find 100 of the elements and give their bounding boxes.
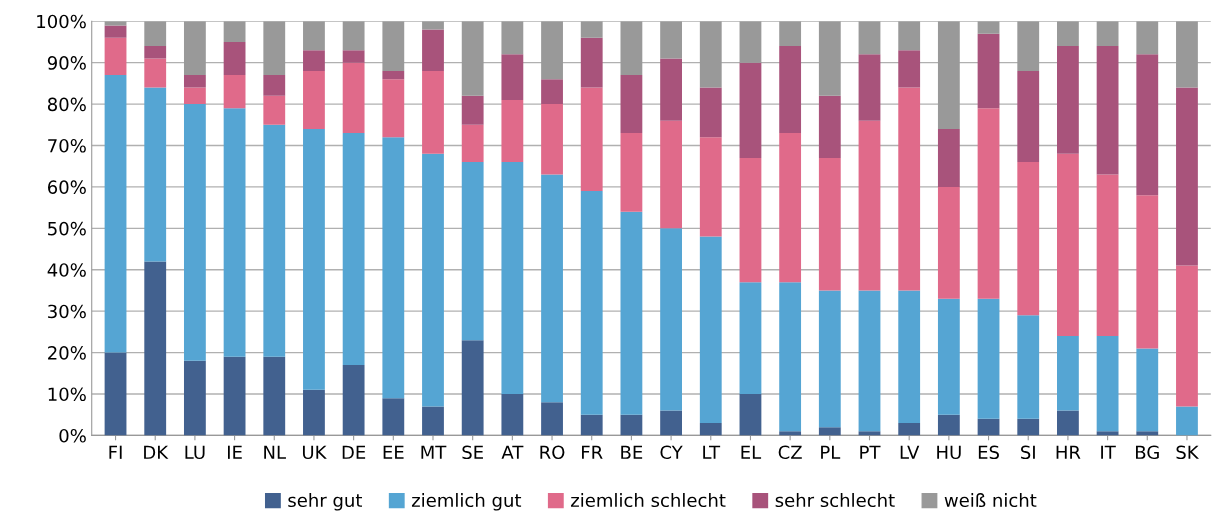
bar	[422, 406, 444, 436]
x-tick-label: UK	[302, 445, 327, 460]
bar	[263, 356, 286, 436]
bar	[818, 157, 841, 291]
bar	[1017, 70, 1040, 163]
bar	[1176, 406, 1198, 436]
bar	[223, 41, 246, 76]
bar	[382, 79, 405, 138]
bar	[223, 75, 246, 109]
bar	[183, 104, 206, 361]
x-tick-label: LT	[703, 445, 721, 459]
bar	[818, 21, 841, 96]
x-tick-label: IT	[1101, 445, 1116, 459]
bar	[620, 414, 643, 436]
bar	[699, 137, 722, 237]
bar	[580, 21, 603, 38]
x-tick-label: CZ	[778, 445, 802, 460]
bar	[461, 21, 484, 96]
bar	[1096, 336, 1119, 432]
bar	[461, 95, 484, 125]
bar	[1136, 195, 1159, 349]
y-tick-label: 20%	[48, 346, 86, 360]
legend-label: ziemlich schlecht	[571, 493, 726, 508]
bar	[223, 21, 246, 42]
bar	[1017, 162, 1040, 316]
x-tick-label: AT	[501, 445, 524, 459]
bar	[342, 62, 365, 134]
bar	[898, 87, 921, 291]
bar	[263, 75, 286, 96]
x-tick-label: DE	[342, 445, 366, 459]
bar	[620, 133, 643, 212]
bar	[263, 95, 286, 125]
bar	[303, 21, 325, 51]
bar	[699, 21, 722, 88]
bar	[739, 21, 762, 63]
bar	[461, 162, 484, 341]
bar	[223, 356, 246, 436]
x-tick-label: SK	[1176, 445, 1199, 460]
legend-label: sehr gut	[288, 493, 363, 511]
x-tick-label: LV	[900, 445, 920, 459]
x-tick-label: PL	[821, 445, 841, 459]
bar	[144, 46, 167, 59]
bar	[580, 191, 603, 415]
bar	[937, 414, 960, 436]
bar	[739, 394, 762, 436]
y-tick-label: 100%	[37, 14, 86, 29]
bar	[660, 410, 682, 436]
bar	[1017, 418, 1040, 436]
bar	[779, 21, 802, 47]
bar	[739, 282, 762, 394]
bar	[382, 70, 405, 80]
bar	[104, 75, 127, 353]
bar	[739, 157, 762, 283]
bar	[699, 236, 722, 423]
bar	[898, 50, 921, 88]
bar	[342, 133, 365, 366]
bar	[382, 398, 405, 436]
bar	[501, 99, 524, 163]
bar	[501, 162, 524, 394]
bar	[1096, 174, 1119, 337]
x-tick-label: SI	[1021, 445, 1035, 460]
bar	[183, 75, 206, 88]
bar	[858, 431, 881, 436]
bar	[779, 431, 802, 436]
bar	[263, 124, 286, 357]
bar	[620, 211, 643, 415]
bar	[303, 70, 325, 129]
bar	[104, 25, 127, 38]
bar	[144, 87, 167, 262]
bar	[699, 422, 722, 436]
bar	[1057, 153, 1079, 337]
bar	[501, 54, 524, 100]
bar	[501, 21, 524, 55]
y-tick-label: 10%	[48, 387, 86, 402]
y-tick-label: 30%	[48, 304, 86, 319]
legend-label: sehr schlecht	[775, 493, 895, 508]
bar	[937, 21, 960, 129]
bar	[183, 21, 206, 76]
bar	[541, 174, 563, 403]
y-tick-label: 50%	[48, 221, 86, 236]
bar	[501, 394, 524, 436]
bar	[1136, 431, 1159, 436]
bar	[223, 108, 246, 357]
y-tick-label: 40%	[47, 263, 86, 277]
y-tick-label: 80%	[47, 97, 86, 112]
bar	[461, 124, 484, 163]
bar	[422, 21, 444, 30]
bar	[898, 290, 921, 423]
y-tick-label: 70%	[48, 138, 86, 153]
x-tick-label: SE	[462, 445, 483, 460]
bar	[183, 87, 206, 105]
x-tick-label: FR	[582, 445, 603, 459]
legend-label: ziemlich gut	[411, 493, 522, 511]
bar	[1017, 21, 1040, 71]
bar	[858, 120, 881, 291]
x-tick-label: ES	[978, 445, 999, 460]
bar	[977, 418, 1000, 436]
bar	[898, 21, 921, 51]
x-tick-label: RO	[540, 445, 565, 460]
bar	[303, 128, 325, 390]
